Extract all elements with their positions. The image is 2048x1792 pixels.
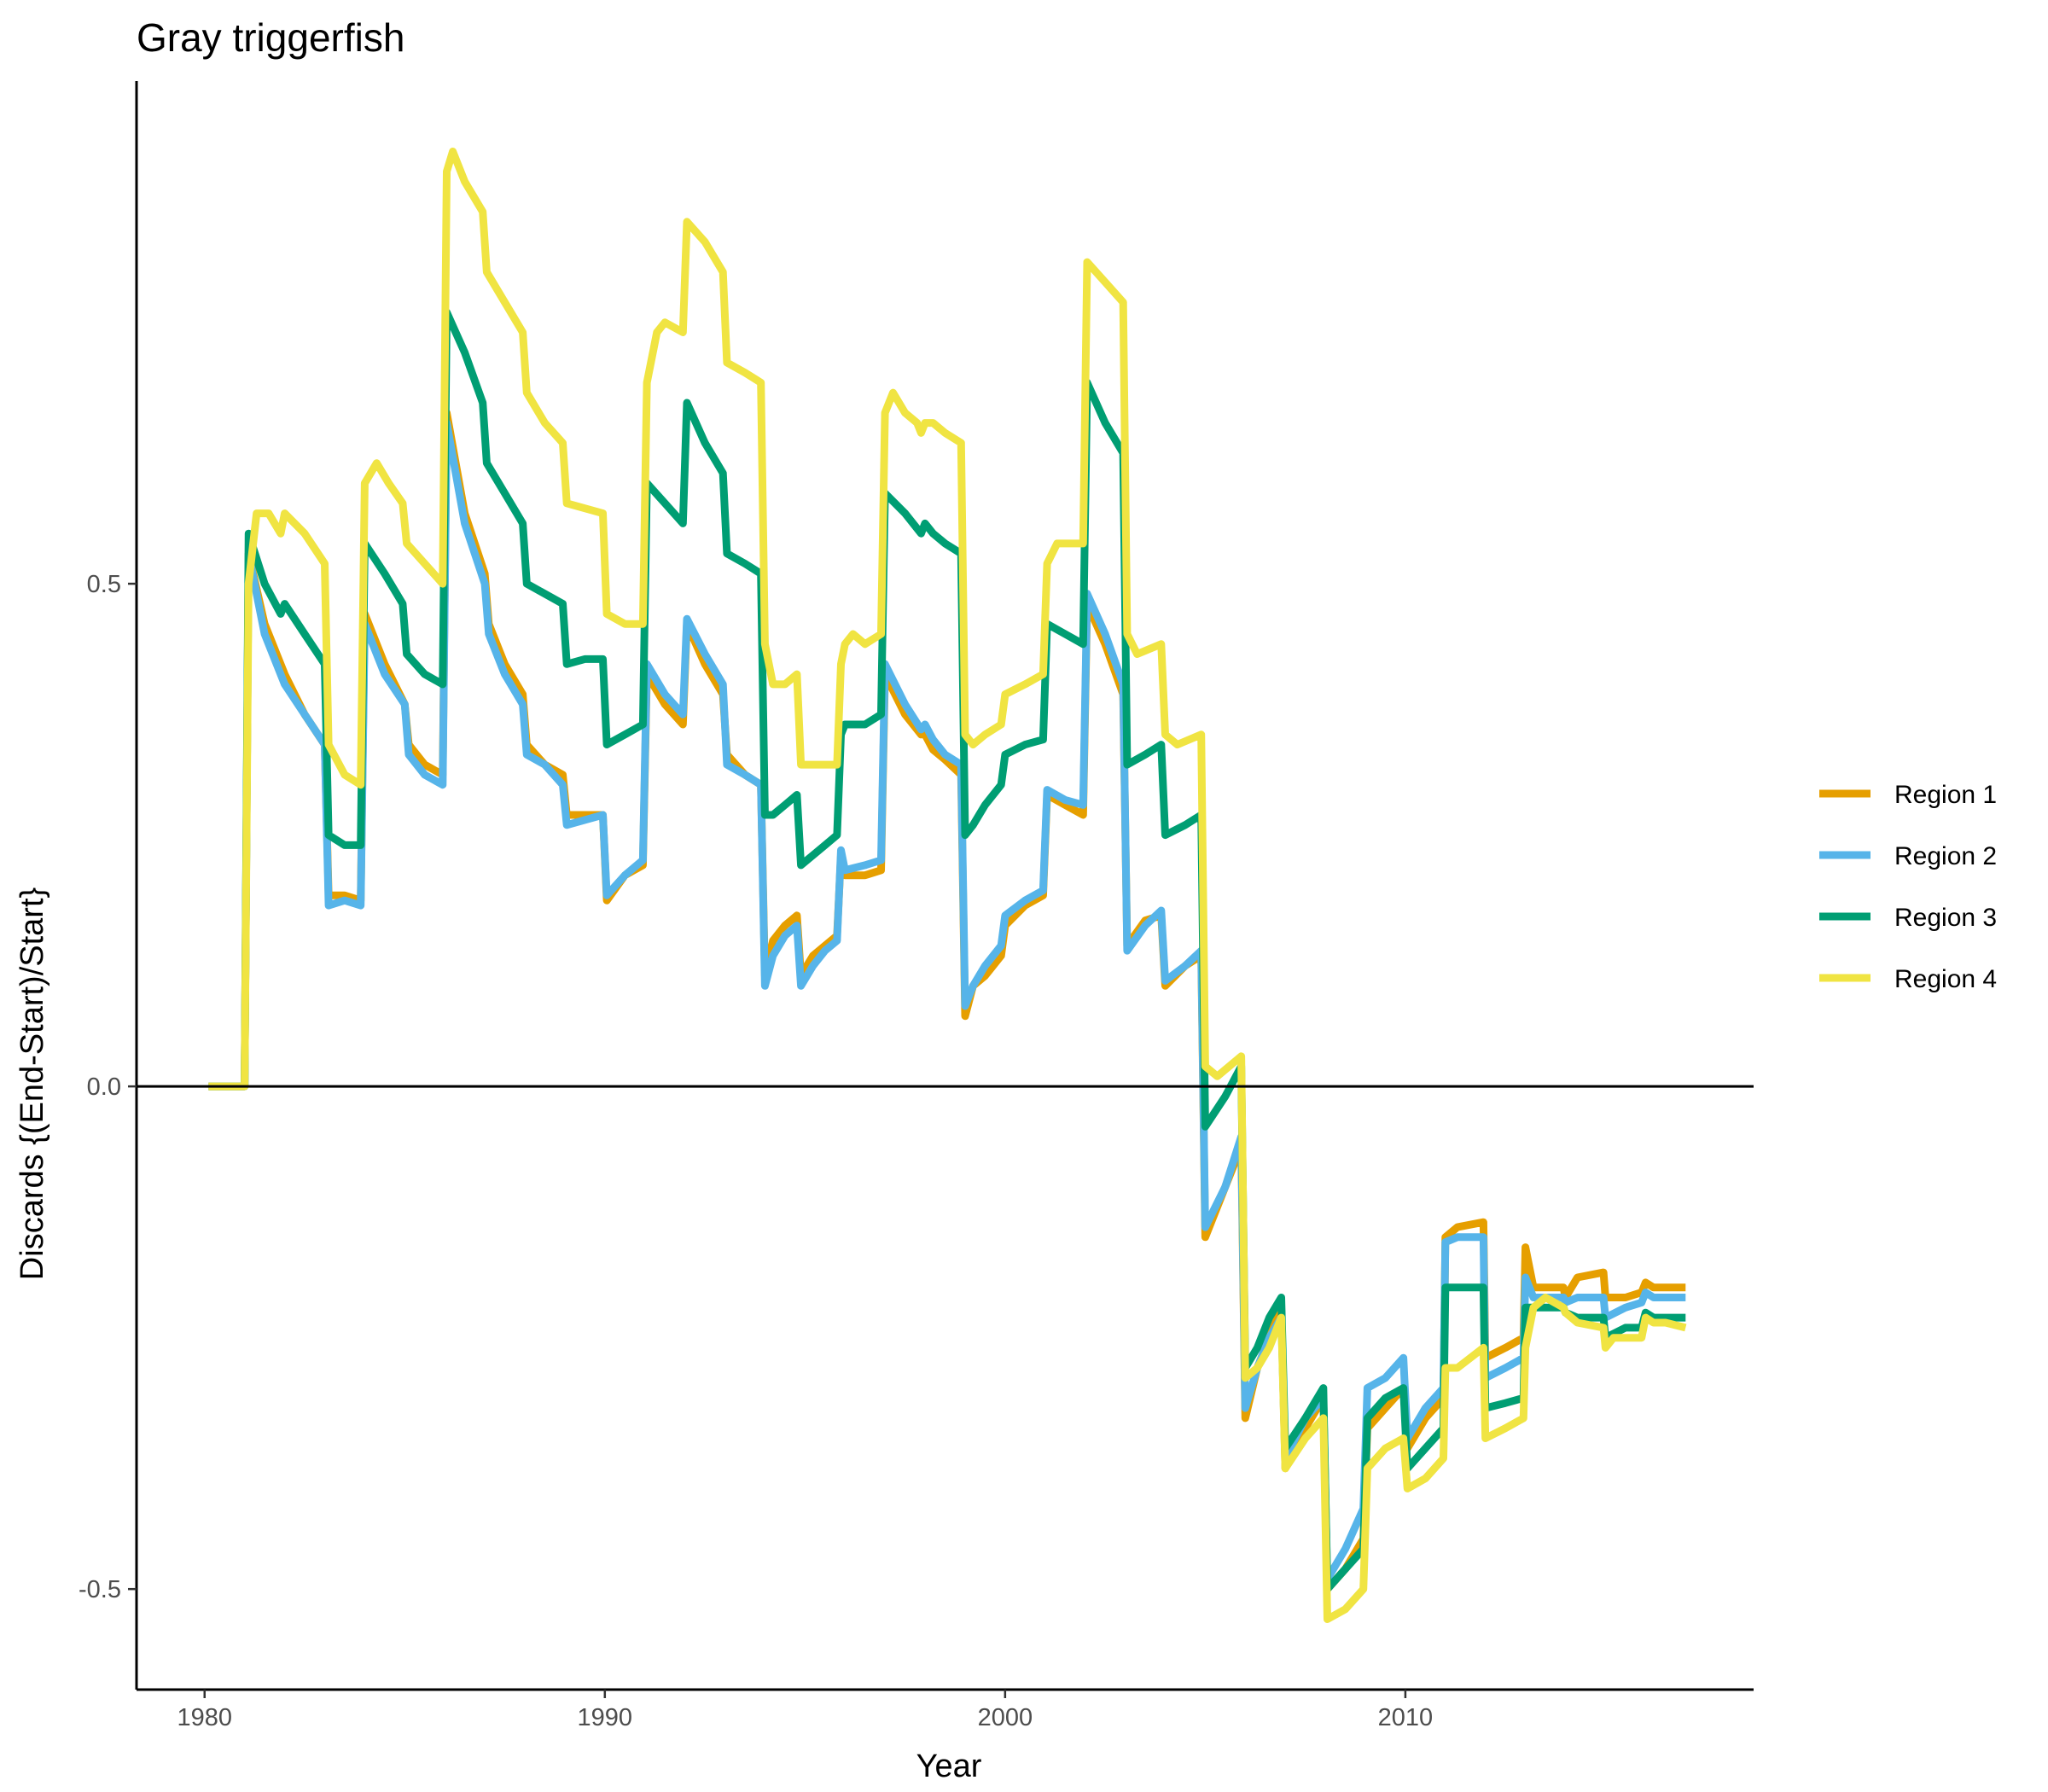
legend-label-region-2: Region 2 [1894,842,1997,870]
y-tick-label: -0.5 [79,1576,121,1603]
series-line-region-1 [208,409,1686,1593]
x-tick-label: 2000 [978,1704,1033,1731]
legend-label-region-3: Region 3 [1894,904,1997,932]
y-tick-label: 0.5 [87,571,121,598]
y-axis-title: Discards {(End-Start)/Start} [15,887,50,1280]
legend-label-region-1: Region 1 [1894,781,1997,809]
axes-layer [135,81,1754,1691]
x-axis-title: Year [916,1748,982,1784]
x-tick-label: 1980 [177,1704,232,1731]
x-tick-label: 2010 [1378,1704,1434,1731]
series-line-region-4 [208,148,1687,1623]
chart-title: Gray triggerfish [137,15,404,60]
series-line-region-3 [208,308,1686,1593]
series-line-region-2 [208,419,1686,1583]
ticks-layer: 1980 1990 2000 2010 -0.5 0.0 0.5 [79,571,1433,1731]
series-layer [208,148,1687,1623]
legend: Region 1 Region 2 Region 3 Region 4 [1819,781,1997,993]
x-tick-label: 1990 [578,1704,633,1731]
y-tick-label: 0.0 [87,1073,121,1101]
legend-label-region-4: Region 4 [1894,965,1997,993]
